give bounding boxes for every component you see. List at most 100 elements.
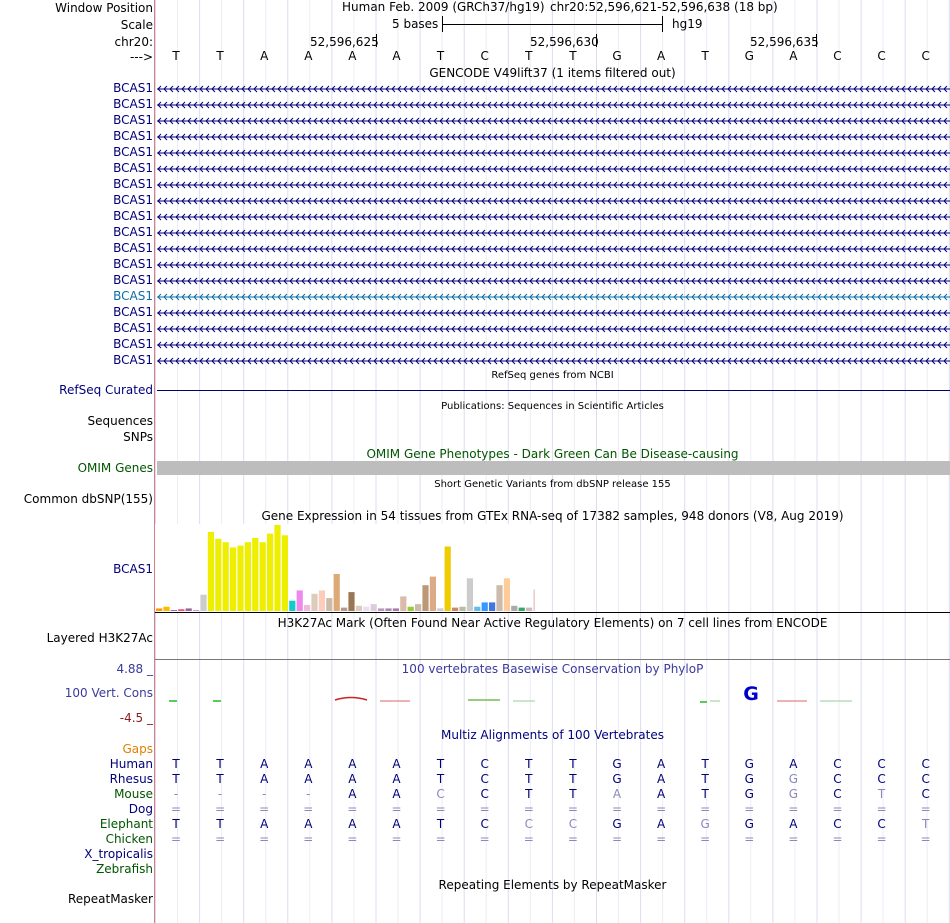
dbsnp-label[interactable]: Common dbSNP(155) (23, 492, 153, 506)
gencode-transcript-line[interactable] (157, 307, 950, 319)
gencode-transcript-line[interactable] (157, 243, 950, 255)
gtex-bar[interactable] (156, 608, 163, 611)
gtex-bar[interactable] (296, 590, 303, 611)
species-label[interactable]: Zebrafish (96, 862, 153, 876)
gtex-bar[interactable] (318, 590, 325, 611)
gtex-bar[interactable] (163, 606, 170, 611)
gtex-bar[interactable] (363, 606, 370, 611)
gtex-bar[interactable] (274, 525, 281, 611)
gtex-bar[interactable] (326, 598, 333, 611)
gencode-transcript-line[interactable] (157, 195, 950, 207)
gtex-bar[interactable] (385, 608, 392, 611)
gtex-bar[interactable] (178, 609, 185, 611)
gtex-bar[interactable] (511, 605, 518, 611)
omim-bar[interactable] (157, 461, 950, 475)
species-label[interactable]: Human (109, 757, 153, 771)
gencode-transcript-line[interactable] (157, 115, 950, 127)
gtex-bar[interactable] (459, 606, 466, 611)
species-label[interactable]: Rhesus (109, 772, 153, 786)
gencode-transcript-line[interactable] (157, 131, 950, 143)
gencode-transcript-line[interactable] (157, 339, 950, 351)
gtex-bar[interactable] (193, 610, 200, 611)
gtex-bar[interactable] (429, 576, 436, 611)
position-text[interactable]: chr20:52,596,621-52,596,638 (18 bp) (550, 0, 778, 14)
gtex-bar[interactable] (400, 596, 407, 611)
gencode-transcript-line[interactable] (157, 179, 950, 191)
gencode-transcript-label[interactable]: BCAS1 (113, 193, 153, 207)
gtex-bar[interactable] (200, 594, 207, 611)
gtex-bar[interactable] (230, 547, 237, 611)
gtex-bar[interactable] (281, 535, 288, 611)
gencode-transcript-line[interactable] (157, 323, 950, 335)
gtex-bar[interactable] (215, 538, 222, 611)
repeat-label[interactable]: RepeatMasker (67, 892, 153, 906)
gtex-bar[interactable] (481, 602, 488, 611)
gtex-bar[interactable] (444, 546, 451, 612)
gtex-bar[interactable] (474, 606, 481, 611)
species-label[interactable]: Dog (128, 802, 153, 816)
cons-plot[interactable]: G (155, 684, 950, 706)
gtex-bar[interactable] (437, 608, 444, 611)
gtex-bar[interactable] (222, 542, 229, 611)
refseq-label[interactable]: RefSeq Curated (59, 383, 153, 397)
gtex-bar[interactable] (267, 533, 274, 611)
gencode-transcript-label[interactable]: BCAS1 (113, 97, 153, 111)
gencode-transcript-line[interactable] (157, 211, 950, 223)
gtex-bar[interactable] (304, 605, 311, 611)
gtex-bar[interactable] (289, 600, 296, 611)
sequences-label[interactable]: Sequences (87, 414, 153, 428)
gtex-bar[interactable] (518, 607, 525, 611)
gtex-bar[interactable] (533, 589, 535, 612)
gtex-bar[interactable] (378, 608, 385, 611)
gaps-label[interactable]: Gaps (122, 742, 153, 756)
refseq-gene-line[interactable] (157, 390, 950, 391)
gencode-transcript-label[interactable]: BCAS1 (113, 289, 153, 303)
gencode-transcript-label[interactable]: BCAS1 (113, 321, 153, 335)
gtex-bar[interactable] (207, 531, 214, 611)
gtex-bar[interactable] (348, 592, 355, 611)
snps-label[interactable]: SNPs (123, 430, 153, 444)
gencode-transcript-line[interactable] (157, 163, 950, 175)
gtex-bar[interactable] (170, 610, 177, 611)
gencode-transcript-line[interactable] (157, 291, 950, 303)
gtex-chart[interactable] (155, 520, 535, 612)
gencode-transcript-label[interactable]: BCAS1 (113, 145, 153, 159)
gtex-bar[interactable] (422, 585, 429, 611)
gencode-transcript-line[interactable] (157, 275, 950, 287)
gencode-transcript-line[interactable] (157, 147, 950, 159)
gencode-transcript-label[interactable]: BCAS1 (113, 81, 153, 95)
gtex-bar[interactable] (341, 607, 348, 611)
gtex-bar[interactable] (415, 604, 422, 611)
gtex-bar[interactable] (392, 608, 399, 611)
gencode-transcript-label[interactable]: BCAS1 (113, 273, 153, 287)
gencode-transcript-label[interactable]: BCAS1 (113, 161, 153, 175)
gtex-bar[interactable] (244, 542, 251, 611)
gencode-transcript-label[interactable]: BCAS1 (113, 177, 153, 191)
cons-label[interactable]: 100 Vert. Cons (64, 686, 153, 700)
gencode-transcript-line[interactable] (157, 99, 950, 111)
gencode-transcript-label[interactable]: BCAS1 (113, 305, 153, 319)
gtex-bar[interactable] (496, 585, 503, 611)
species-label[interactable]: Mouse (114, 787, 153, 801)
gtex-bar[interactable] (489, 602, 496, 611)
gtex-bar[interactable] (466, 578, 473, 611)
gencode-transcript-label[interactable]: BCAS1 (113, 257, 153, 271)
gtex-bar[interactable] (355, 605, 362, 611)
gencode-transcript-label[interactable]: BCAS1 (113, 337, 153, 351)
gtex-bar[interactable] (452, 607, 459, 611)
gtex-bar[interactable] (237, 545, 244, 611)
gtex-bar[interactable] (252, 537, 259, 611)
gencode-transcript-label[interactable]: BCAS1 (113, 113, 153, 127)
gtex-label[interactable]: BCAS1 (113, 562, 153, 576)
gencode-transcript-line[interactable] (157, 227, 950, 239)
gtex-bar[interactable] (311, 593, 318, 611)
gtex-bar[interactable] (503, 578, 510, 611)
gencode-transcript-label[interactable]: BCAS1 (113, 241, 153, 255)
gtex-bar[interactable] (370, 604, 377, 611)
species-label[interactable]: X_tropicalis (84, 847, 153, 861)
omim-label[interactable]: OMIM Genes (77, 461, 153, 475)
gtex-bar[interactable] (259, 542, 266, 611)
gencode-transcript-line[interactable] (157, 355, 950, 367)
gtex-bar[interactable] (185, 608, 192, 611)
gtex-bar[interactable] (526, 607, 533, 611)
